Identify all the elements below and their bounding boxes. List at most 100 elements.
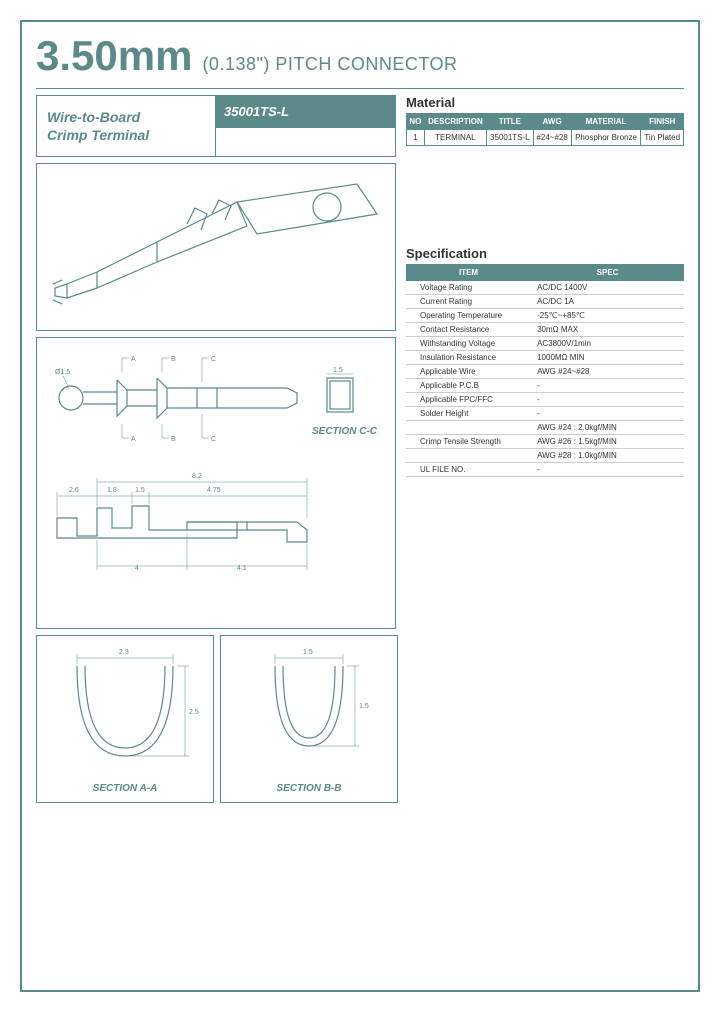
table-row: Operating Temperature-25℃~+85℃	[406, 309, 684, 323]
section-label-bb: SECTION B-B	[277, 783, 342, 794]
table-row: AWG #28 : 1.0kgf/MIN	[406, 449, 684, 463]
left-column: Wire-to-Board Crimp Terminal 35001TS-L	[36, 95, 396, 803]
table-row: Contact Resistance30mΩ MAX	[406, 323, 684, 337]
cell: Applicable P.C.B	[406, 379, 531, 393]
dim: 1.5	[359, 703, 369, 710]
cell: Operating Temperature	[406, 309, 531, 323]
cell: -	[531, 463, 684, 477]
col: ITEM	[406, 264, 531, 281]
cell: Solder Height	[406, 407, 531, 421]
blank-cell	[216, 127, 395, 156]
dim: C	[211, 436, 216, 443]
spec-table: ITEM SPEC Voltage RatingAC/DC 1400VCurre…	[406, 264, 684, 477]
iso-svg	[37, 164, 395, 330]
dim: A	[131, 356, 136, 363]
dim: 2.3	[119, 649, 129, 656]
dim: 1.5	[333, 367, 343, 374]
title-main: 3.50mm	[36, 32, 192, 80]
table-row: Current RatingAC/DC 1A	[406, 295, 684, 309]
cell: AWG #26 : 1.5kgf/MIN	[531, 435, 684, 449]
table-row: Applicable P.C.B-	[406, 379, 684, 393]
divider	[36, 88, 684, 89]
title-row: 3.50mm (0.138") PITCH CONNECTOR	[36, 32, 684, 80]
col: DESCRIPTION	[424, 114, 486, 130]
section-b-svg: 1.5 1.5	[221, 636, 397, 802]
material-table: NO DESCRIPTION TITLE AWG MATERIAL FINISH…	[406, 113, 684, 146]
cell: Crimp Tensile Strength	[406, 435, 531, 449]
dim: 4	[135, 565, 139, 572]
material-heading: Material	[406, 95, 684, 110]
dim: 1.5	[303, 649, 313, 656]
dim: A	[131, 436, 136, 443]
cell	[406, 449, 531, 463]
col: TITLE	[487, 114, 534, 130]
cell: UL FILE NO.	[406, 463, 531, 477]
dim: 1.8	[107, 487, 117, 494]
cell: Applicable Wire	[406, 365, 531, 379]
table-row: Applicable FPC/FFC-	[406, 393, 684, 407]
table-row: UL FILE NO.-	[406, 463, 684, 477]
spec-heading: Specification	[406, 246, 684, 261]
product-description: Wire-to-Board Crimp Terminal	[47, 108, 149, 144]
cell: AC3800V/1min	[531, 337, 684, 351]
cell: Insulation Resistance	[406, 351, 531, 365]
material-block: Material NO DESCRIPTION TITLE AWG MATERI…	[406, 95, 684, 146]
dim: 2.5	[189, 709, 199, 716]
col: AWG	[533, 114, 571, 130]
table-row: Solder Height-	[406, 407, 684, 421]
cell: AWG #24~#28	[531, 365, 684, 379]
cell: -	[531, 407, 684, 421]
cell: Current Rating	[406, 295, 531, 309]
desc-line: Wire-to-Board	[47, 108, 149, 126]
section-row: 2.3 2.5 SECTION A-A	[36, 635, 396, 803]
cell: 35001TS-L	[487, 130, 534, 146]
cell: 30mΩ MAX	[531, 323, 684, 337]
table-row: Insulation Resistance1000MΩ MIN	[406, 351, 684, 365]
cell: -	[531, 393, 684, 407]
drawing-isometric	[36, 163, 396, 331]
cell: AC/DC 1A	[531, 295, 684, 309]
section-a-svg: 2.3 2.5	[37, 636, 213, 802]
cell: 1000MΩ MIN	[531, 351, 684, 365]
col: FINISH	[641, 114, 684, 130]
dim: 4.75	[207, 487, 221, 494]
dim: B	[171, 356, 176, 363]
dim: 8.2	[192, 473, 202, 480]
title-sub: (0.138") PITCH CONNECTOR	[202, 54, 457, 75]
content-columns: Wire-to-Board Crimp Terminal 35001TS-L	[36, 95, 684, 803]
product-description-box: Wire-to-Board Crimp Terminal	[37, 96, 215, 156]
table-row: Withstanding VoltageAC3800V/1min	[406, 337, 684, 351]
drawing-plan-elev: A B C A B C Ø1.5 1.5	[36, 337, 396, 629]
cell: AWG #24 : 2.0kgf/MIN	[531, 421, 684, 435]
part-number-box: 35001TS-L	[215, 96, 395, 156]
cell: AC/DC 1400V	[531, 281, 684, 295]
dim: 1.5	[135, 487, 145, 494]
dim: B	[171, 436, 176, 443]
table-row: 1 TERMINAL 35001TS-L #24~#28 Phosphor Br…	[407, 130, 684, 146]
cell: #24~#28	[533, 130, 571, 146]
cell: AWG #28 : 1.0kgf/MIN	[531, 449, 684, 463]
part-number: 35001TS-L	[216, 96, 395, 127]
specification-block: Specification ITEM SPEC Voltage RatingAC…	[406, 246, 684, 477]
table-row: Voltage RatingAC/DC 1400V	[406, 281, 684, 295]
cell: Withstanding Voltage	[406, 337, 531, 351]
desc-line: Crimp Terminal	[47, 126, 149, 144]
plan-svg: A B C A B C Ø1.5 1.5	[37, 338, 395, 628]
table-row: NO DESCRIPTION TITLE AWG MATERIAL FINISH	[407, 114, 684, 130]
cell: 1	[407, 130, 425, 146]
section-label-aa: SECTION A-A	[93, 783, 158, 794]
cell: Voltage Rating	[406, 281, 531, 295]
table-row: Crimp Tensile StrengthAWG #26 : 1.5kgf/M…	[406, 435, 684, 449]
drawing-section-b: 1.5 1.5 SECTION B-B	[220, 635, 398, 803]
col: MATERIAL	[571, 114, 641, 130]
dim: 4.1	[237, 565, 247, 572]
col: SPEC	[531, 264, 684, 281]
table-row: Applicable WireAWG #24~#28	[406, 365, 684, 379]
cell: Contact Resistance	[406, 323, 531, 337]
drawing-section-a: 2.3 2.5 SECTION A-A	[36, 635, 214, 803]
cell: -25℃~+85℃	[531, 309, 684, 323]
cell	[406, 421, 531, 435]
section-label-cc: SECTION C-C	[312, 426, 377, 437]
table-row: ITEM SPEC	[406, 264, 684, 281]
dim: Ø1.5	[55, 369, 70, 376]
